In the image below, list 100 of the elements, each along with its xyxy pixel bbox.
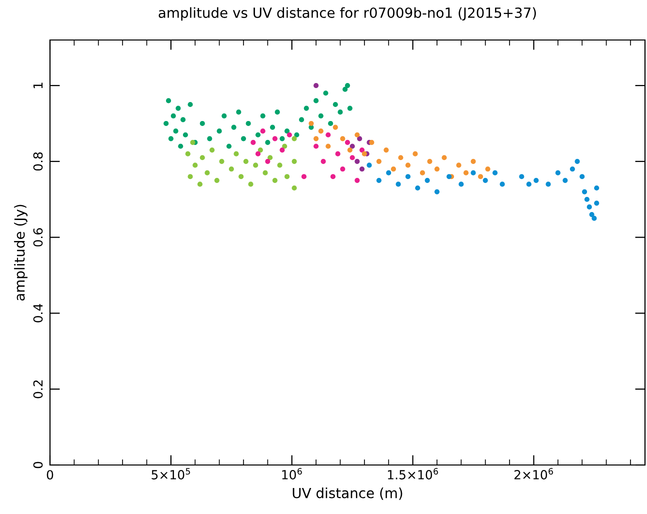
point	[456, 162, 462, 168]
chart-title: amplitude vs UV distance for r07009b-no1 (J2015+37)	[158, 7, 536, 21]
point	[386, 170, 392, 176]
point	[354, 132, 360, 138]
point	[458, 182, 464, 187]
point	[214, 178, 220, 183]
point	[253, 162, 258, 168]
point	[280, 136, 285, 142]
point	[330, 174, 336, 180]
y-tick-label: 0.4	[33, 304, 43, 322]
point	[282, 144, 288, 149]
y-tick-label: 0.6	[33, 228, 43, 246]
point	[166, 98, 172, 104]
point	[231, 124, 236, 130]
point	[188, 174, 193, 180]
point	[280, 148, 285, 153]
point	[301, 174, 307, 180]
point	[294, 132, 300, 138]
point	[182, 132, 188, 138]
point	[412, 151, 418, 156]
point	[219, 158, 224, 164]
point	[420, 170, 426, 176]
point	[314, 136, 319, 142]
point	[362, 151, 367, 156]
point	[185, 151, 190, 156]
point	[415, 185, 420, 191]
point	[434, 166, 440, 172]
point	[260, 128, 266, 134]
point	[434, 189, 440, 194]
point	[323, 90, 328, 96]
point	[342, 86, 348, 92]
x-tick-label: 10$^{6}$	[282, 468, 302, 480]
point	[344, 82, 350, 88]
point	[164, 120, 169, 126]
point	[238, 174, 244, 180]
point	[304, 106, 309, 111]
point	[500, 182, 505, 187]
point	[258, 148, 263, 153]
point	[197, 182, 203, 187]
point	[332, 102, 338, 108]
point	[376, 158, 382, 164]
x-tick-label: 5×10$^{5}$	[152, 468, 190, 480]
point	[359, 148, 365, 153]
point	[354, 178, 360, 183]
point	[354, 158, 360, 164]
point	[519, 174, 524, 180]
point	[228, 166, 234, 172]
point	[314, 144, 319, 149]
point	[589, 212, 594, 218]
point	[338, 110, 343, 115]
point	[255, 132, 261, 138]
point	[207, 136, 212, 142]
point	[240, 136, 246, 142]
point	[446, 174, 452, 180]
point	[526, 182, 532, 187]
point	[176, 106, 181, 111]
point	[173, 128, 178, 134]
point	[292, 185, 297, 191]
point	[366, 162, 372, 168]
point	[178, 144, 184, 149]
point	[470, 158, 476, 164]
x-tick-label: 2×10$^{6}$	[514, 468, 554, 480]
point	[248, 182, 254, 187]
point	[262, 170, 268, 176]
point	[555, 170, 560, 176]
point	[580, 174, 585, 180]
point	[260, 113, 266, 118]
point	[326, 132, 331, 138]
point	[216, 128, 222, 134]
point	[405, 162, 411, 168]
point	[292, 136, 297, 142]
point	[376, 178, 382, 183]
point	[284, 128, 290, 134]
point	[326, 144, 331, 149]
point	[369, 140, 374, 145]
point	[222, 113, 227, 118]
point	[328, 120, 334, 126]
point	[292, 158, 297, 164]
point	[255, 151, 261, 156]
point	[390, 166, 396, 172]
y-tick-label: 0.2	[33, 380, 43, 398]
point	[268, 155, 273, 160]
point	[332, 124, 338, 130]
point	[424, 178, 430, 183]
y-tick-label: 0	[33, 462, 43, 468]
point	[270, 124, 276, 130]
point	[470, 170, 476, 176]
x-axis-title: UV distance (m)	[292, 488, 402, 500]
point	[308, 120, 314, 126]
point	[344, 140, 350, 145]
point	[320, 158, 326, 164]
point	[180, 117, 186, 122]
point	[442, 155, 447, 160]
point	[594, 200, 600, 206]
point	[234, 151, 239, 156]
point	[492, 170, 498, 176]
point	[396, 182, 401, 187]
point	[347, 106, 352, 111]
point	[236, 110, 242, 115]
point	[398, 155, 404, 160]
